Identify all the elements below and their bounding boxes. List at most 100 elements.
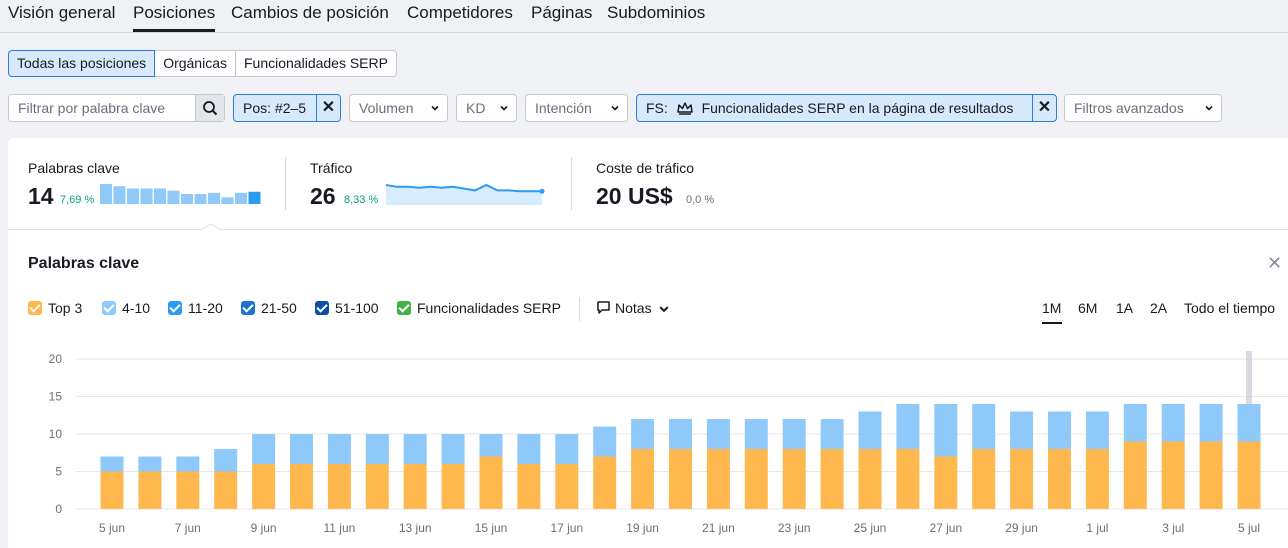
all-positions-button[interactable]: Todas las posiciones <box>8 50 156 77</box>
sparkline-bar <box>248 191 261 204</box>
x-tick-label: 15 jun <box>475 521 508 535</box>
y-tick-label: 5 <box>55 465 62 479</box>
bar-segment <box>631 449 655 509</box>
tab-subdomains[interactable]: Subdominios <box>607 3 706 22</box>
active-period-indicator <box>1042 322 1062 324</box>
bar-segment <box>403 464 427 509</box>
position-filter-chip[interactable]: Pos: #2–5 ✕ <box>233 94 341 122</box>
close-icon: ✕ <box>321 99 336 116</box>
serp-features-button[interactable]: Funcionalidades SERP <box>235 50 397 77</box>
bar-segment <box>782 449 806 509</box>
volume-dropdown[interactable]: Volumen <box>349 94 448 122</box>
bar-segment <box>555 434 579 464</box>
bar-segment <box>403 434 427 464</box>
bar-segment <box>365 434 389 464</box>
bar-segment <box>669 449 692 509</box>
checkbox-icon[interactable] <box>397 301 411 315</box>
bar-segment <box>1199 441 1223 509</box>
bar-segment <box>972 449 996 509</box>
legend-51-100[interactable]: 51-100 <box>315 300 379 316</box>
bar-segment <box>669 419 692 449</box>
tab-overview[interactable]: Visión general <box>8 3 116 22</box>
legend-label: 21-50 <box>261 300 297 316</box>
advanced-filters-label: Filtros avanzados <box>1074 100 1184 116</box>
tab-position-changes[interactable]: Cambios de posición <box>231 3 389 22</box>
period-6m[interactable]: 6M <box>1078 300 1098 316</box>
bar-segment <box>972 404 996 449</box>
bar-segment <box>706 419 730 449</box>
search-button[interactable] <box>195 95 224 121</box>
sparkline-endpoint <box>539 188 545 194</box>
sparkline-bar <box>154 188 166 204</box>
keywords-metric-value: 14 <box>28 183 54 209</box>
legend-top3[interactable]: Top 3 <box>28 300 82 316</box>
checkbox-icon[interactable] <box>28 301 42 315</box>
keywords-sparkline[interactable] <box>100 182 262 204</box>
bar-segment <box>555 464 579 509</box>
legend-21-50[interactable]: 21-50 <box>241 300 297 316</box>
sparkline-bar <box>100 184 112 204</box>
bar-segment <box>138 456 162 472</box>
metric-divider <box>571 157 572 210</box>
period-1a[interactable]: 1A <box>1116 300 1134 316</box>
bar-segment <box>1237 441 1261 509</box>
period-1m[interactable]: 1M <box>1042 300 1062 316</box>
checkbox-icon[interactable] <box>241 301 255 315</box>
bar-segment <box>252 464 276 509</box>
kd-dropdown[interactable]: KD <box>456 94 517 122</box>
x-tick-label: 9 jun <box>251 521 277 535</box>
notes-dropdown[interactable]: Notas <box>596 300 669 316</box>
bar-segment <box>934 456 958 509</box>
sparkline-bar <box>140 188 153 204</box>
close-chart-button[interactable]: ✕ <box>1267 253 1282 274</box>
remove-serp-filter-button[interactable]: ✕ <box>1032 95 1056 121</box>
chevron-down-icon <box>500 105 508 111</box>
keywords-bar-chart[interactable]: 0 5 10 15 20 5 jun 7 jun 9 jun 11 jun 13 jun 15 ju… <box>0 340 1288 548</box>
period-all-time[interactable]: Todo el tiempo <box>1184 300 1276 316</box>
legend-label: Top 3 <box>48 300 83 316</box>
checkbox-icon[interactable] <box>168 301 182 315</box>
position-filter-label: Pos: #2–5 <box>243 100 307 116</box>
bar-segment <box>138 471 162 509</box>
period-2a[interactable]: 2A <box>1150 300 1168 316</box>
legend-4-10[interactable]: 4-10 <box>102 300 150 316</box>
legend-label: 4-10 <box>122 300 151 316</box>
cost-metric-label: Coste de tráfico <box>596 160 695 176</box>
bar-segment <box>858 411 882 449</box>
advanced-filters-dropdown[interactable]: Filtros avanzados <box>1064 94 1222 122</box>
bar-segment <box>290 434 313 464</box>
keyword-filter[interactable]: Filtrar por palabra clave <box>8 94 225 122</box>
traffic-metric-change: 8,33 % <box>344 194 379 206</box>
bar-segment <box>100 471 124 509</box>
position-type-switch: Todas las posiciones Orgánicas Funcional… <box>8 50 397 77</box>
bar-segment <box>1010 411 1034 449</box>
tab-competitors[interactable]: Competidores <box>407 3 513 22</box>
cost-metric-value: 20 US$ <box>596 183 673 209</box>
bar-segment <box>441 434 465 464</box>
x-tick-label: 5 jun <box>99 521 125 535</box>
tab-pages[interactable]: Páginas <box>531 3 593 22</box>
bar-segment <box>820 419 844 449</box>
x-tick-label: 3 jul <box>1162 521 1184 535</box>
legend-11-20[interactable]: 11-20 <box>168 300 223 316</box>
x-tick-label: 23 jun <box>778 521 811 535</box>
intent-dropdown[interactable]: Intención <box>525 94 628 122</box>
tab-positions[interactable]: Posiciones <box>133 3 216 22</box>
checkbox-icon[interactable] <box>315 301 329 315</box>
traffic-sparkline[interactable] <box>386 183 546 205</box>
bar-segment <box>1085 449 1109 509</box>
remove-position-filter-button[interactable]: ✕ <box>316 95 340 121</box>
bar-segment <box>290 464 313 509</box>
organic-button[interactable]: Orgánicas <box>154 50 236 77</box>
checkbox-icon[interactable] <box>102 301 116 315</box>
bar-segment <box>934 404 958 457</box>
serp-feature-filter-chip[interactable]: FS: Funcionalidades SERP en la página de… <box>636 94 1057 122</box>
legend-serp-features[interactable]: Funcionalidades SERP <box>397 300 561 316</box>
keyword-filter-input[interactable]: Filtrar por palabra clave <box>18 100 166 116</box>
x-tick-label: 29 jun <box>1005 521 1038 535</box>
bar-segment <box>176 456 200 472</box>
y-tick-label: 20 <box>49 352 63 366</box>
close-icon: ✕ <box>1267 253 1283 273</box>
bar-segment <box>1085 411 1109 449</box>
sparkline-area <box>386 185 542 205</box>
